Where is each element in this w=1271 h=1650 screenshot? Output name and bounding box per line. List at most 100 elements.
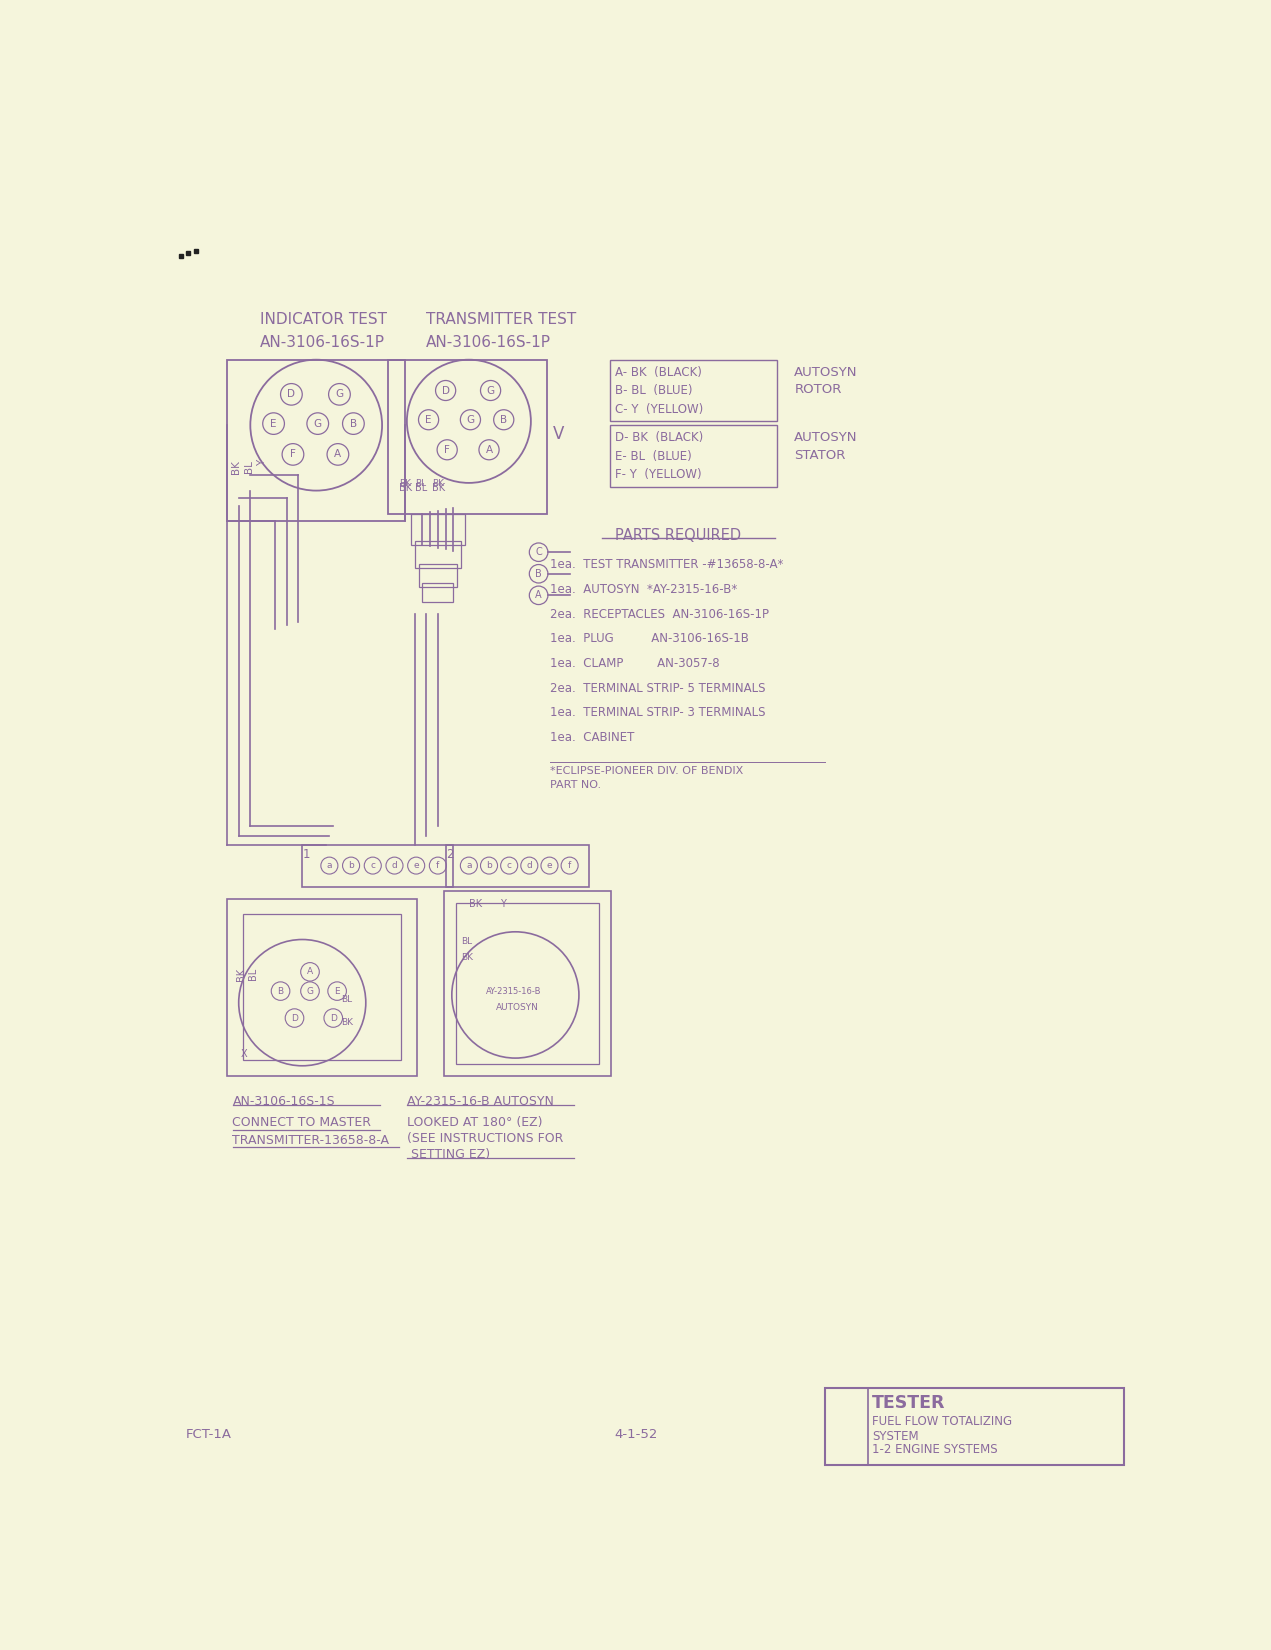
Text: b: b xyxy=(486,861,492,870)
Text: BK: BK xyxy=(432,483,446,493)
Text: A- BK  (BLACK): A- BK (BLACK) xyxy=(615,366,702,380)
Text: F- Y  (YELLOW): F- Y (YELLOW) xyxy=(615,469,702,482)
Bar xyxy=(825,1388,1124,1465)
Text: TESTER: TESTER xyxy=(872,1394,946,1412)
Text: AUTOSYN: AUTOSYN xyxy=(794,366,858,380)
Text: c: c xyxy=(370,861,375,870)
Text: 2ea.  TERMINAL STRIP- 5 TERMINALS: 2ea. TERMINAL STRIP- 5 TERMINALS xyxy=(550,681,765,695)
Text: BK: BK xyxy=(432,478,444,488)
Text: 1ea.  CABINET: 1ea. CABINET xyxy=(550,731,634,744)
Text: BK: BK xyxy=(341,1018,353,1026)
Text: G: G xyxy=(487,386,494,396)
Bar xyxy=(444,891,610,1076)
Text: Y: Y xyxy=(500,899,506,909)
Text: BL: BL xyxy=(414,478,426,488)
Text: SETTING EZ): SETTING EZ) xyxy=(407,1148,491,1162)
Text: E: E xyxy=(426,414,432,424)
Text: b: b xyxy=(348,861,353,870)
Text: BK: BK xyxy=(461,952,473,962)
Text: G: G xyxy=(336,389,343,399)
Text: f: f xyxy=(436,861,440,870)
Text: (SEE INSTRUCTIONS FOR: (SEE INSTRUCTIONS FOR xyxy=(407,1132,563,1145)
Text: BK: BK xyxy=(469,899,482,909)
Text: BL: BL xyxy=(414,483,427,493)
Text: E: E xyxy=(271,419,277,429)
Text: 1: 1 xyxy=(302,848,310,861)
Text: 1ea.  TEST TRANSMITTER -#13658-8-A*: 1ea. TEST TRANSMITTER -#13658-8-A* xyxy=(550,558,784,571)
Bar xyxy=(414,541,461,568)
Text: BK: BK xyxy=(236,969,247,982)
Text: e: e xyxy=(413,861,419,870)
Text: e: e xyxy=(547,861,553,870)
Text: d: d xyxy=(526,861,533,870)
Text: AY-2315-16-B AUTOSYN: AY-2315-16-B AUTOSYN xyxy=(407,1096,554,1109)
Text: B: B xyxy=(501,414,507,424)
Text: X: X xyxy=(240,1049,247,1059)
Text: F: F xyxy=(445,446,450,455)
Text: AUTOSYN: AUTOSYN xyxy=(794,431,858,444)
Text: BL: BL xyxy=(244,460,254,472)
Text: CONNECT TO MASTER: CONNECT TO MASTER xyxy=(233,1115,371,1129)
Text: AN-3106-16S-1S: AN-3106-16S-1S xyxy=(233,1096,336,1109)
Text: F: F xyxy=(290,449,296,459)
Text: AN-3106-16S-1P: AN-3106-16S-1P xyxy=(259,335,385,350)
Text: FUEL FLOW TOTALIZING: FUEL FLOW TOTALIZING xyxy=(872,1414,1012,1427)
Text: AN-3106-16S-1P: AN-3106-16S-1P xyxy=(426,335,552,350)
Text: a: a xyxy=(466,861,472,870)
Text: D: D xyxy=(291,1013,297,1023)
Text: B: B xyxy=(535,569,541,579)
Bar xyxy=(302,845,454,888)
Text: C: C xyxy=(535,548,541,558)
Text: d: d xyxy=(391,861,398,870)
Bar xyxy=(456,903,599,1064)
Text: Y: Y xyxy=(257,460,267,465)
Text: E: E xyxy=(334,987,339,995)
Bar xyxy=(411,513,465,544)
Text: *ECLIPSE-PIONEER DIV. OF BENDIX: *ECLIPSE-PIONEER DIV. OF BENDIX xyxy=(550,766,744,775)
Bar xyxy=(610,426,777,487)
Text: B- BL  (BLUE): B- BL (BLUE) xyxy=(615,384,693,398)
Text: D: D xyxy=(329,1013,337,1023)
Text: 2: 2 xyxy=(446,848,454,861)
Text: LOOKED AT 180° (EZ): LOOKED AT 180° (EZ) xyxy=(407,1115,543,1129)
Text: B: B xyxy=(350,419,357,429)
Text: STATOR: STATOR xyxy=(794,449,845,462)
Text: SYSTEM: SYSTEM xyxy=(872,1431,919,1444)
Text: 1ea.  PLUG          AN-3106-16S-1B: 1ea. PLUG AN-3106-16S-1B xyxy=(550,632,749,645)
Text: A: A xyxy=(334,449,342,459)
Text: D: D xyxy=(441,386,450,396)
Text: AUTOSYN: AUTOSYN xyxy=(496,1003,539,1011)
Bar xyxy=(243,914,402,1061)
Text: B: B xyxy=(277,987,283,995)
Text: f: f xyxy=(568,861,571,870)
Text: 1-2 ENGINE SYSTEMS: 1-2 ENGINE SYSTEMS xyxy=(872,1444,998,1455)
Text: 4-1-52: 4-1-52 xyxy=(615,1429,658,1442)
Text: A: A xyxy=(486,446,493,455)
Text: E- BL  (BLUE): E- BL (BLUE) xyxy=(615,450,691,462)
Text: 2ea.  RECEPTACLES  AN-3106-16S-1P: 2ea. RECEPTACLES AN-3106-16S-1P xyxy=(550,607,769,620)
Bar xyxy=(418,564,458,587)
Bar xyxy=(228,899,417,1076)
Text: AY-2315-16-B: AY-2315-16-B xyxy=(486,987,541,997)
Text: BK: BK xyxy=(231,460,241,474)
Text: G: G xyxy=(466,414,474,424)
Text: PART NO.: PART NO. xyxy=(550,780,601,790)
Bar xyxy=(388,360,547,513)
Text: c: c xyxy=(507,861,512,870)
Text: D- BK  (BLACK): D- BK (BLACK) xyxy=(615,431,703,444)
Bar xyxy=(446,845,588,888)
Text: BL: BL xyxy=(341,995,352,1003)
Text: A: A xyxy=(306,967,313,977)
Text: FCT-1A: FCT-1A xyxy=(186,1429,233,1442)
Bar xyxy=(228,360,405,521)
Bar xyxy=(610,360,777,421)
Text: 1ea.  AUTOSYN  *AY-2315-16-B*: 1ea. AUTOSYN *AY-2315-16-B* xyxy=(550,582,737,596)
Text: 1ea.  TERMINAL STRIP- 3 TERMINALS: 1ea. TERMINAL STRIP- 3 TERMINALS xyxy=(550,706,765,719)
Text: V: V xyxy=(553,426,564,444)
Text: A: A xyxy=(535,591,541,601)
Text: ROTOR: ROTOR xyxy=(794,383,841,396)
Text: TRANSMITTER TEST: TRANSMITTER TEST xyxy=(426,312,577,327)
Text: G: G xyxy=(306,987,314,995)
Text: BL: BL xyxy=(248,969,258,980)
Text: BL: BL xyxy=(461,937,473,945)
